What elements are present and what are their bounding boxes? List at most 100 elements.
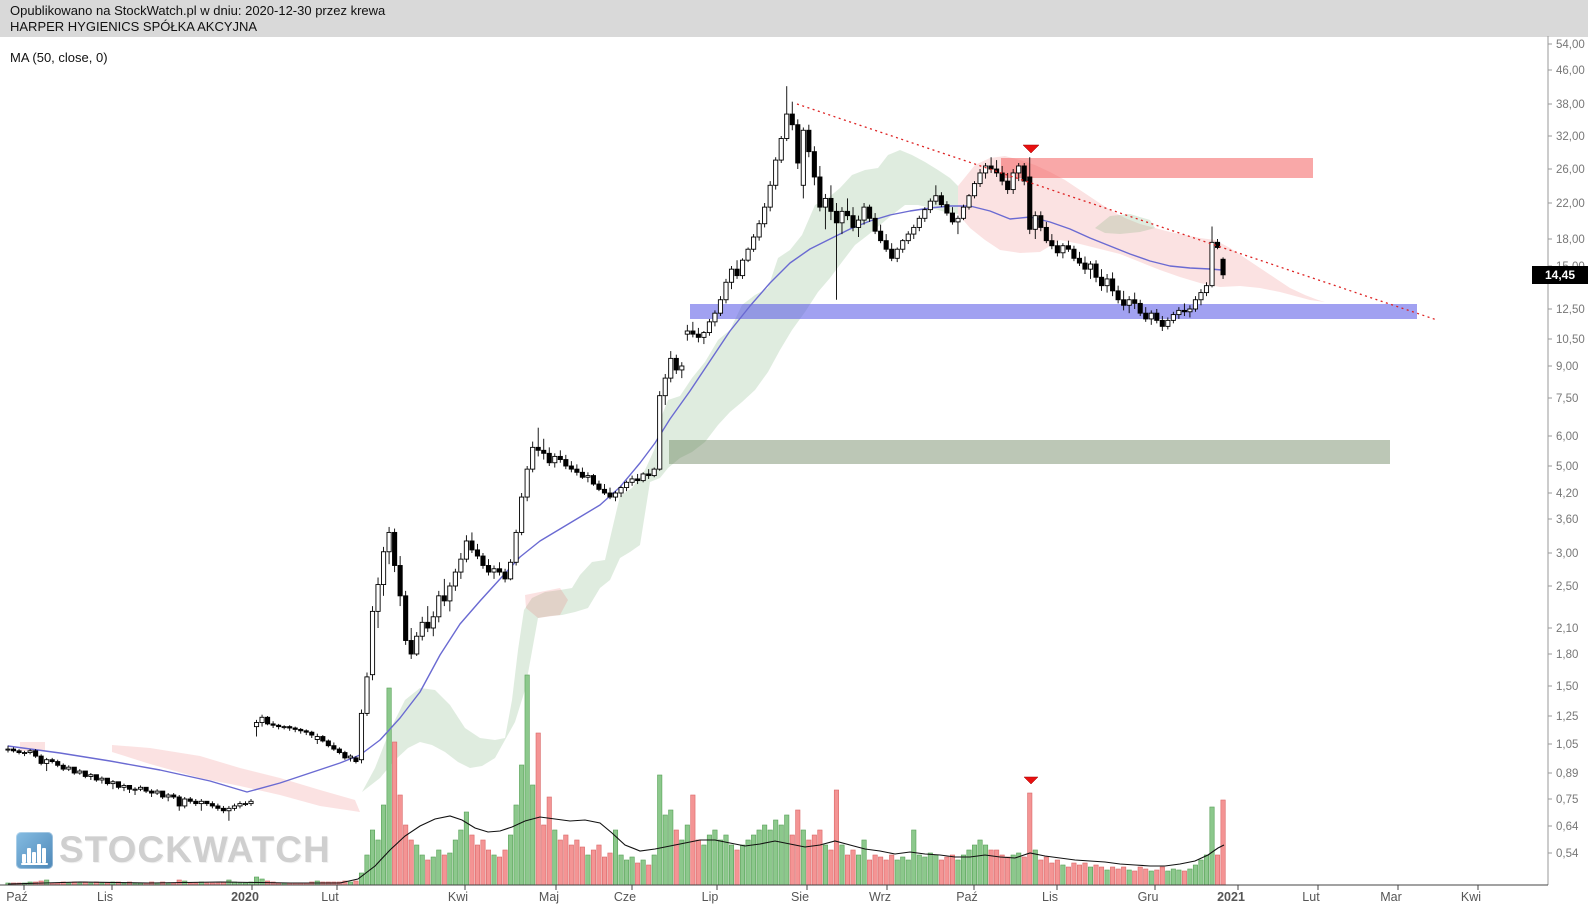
volume-bar: [1148, 870, 1154, 886]
volume-bar: [430, 856, 436, 886]
candle-body: [1148, 312, 1154, 320]
volume-bar: [1121, 866, 1127, 886]
candle-body: [226, 807, 232, 812]
candle-body: [1038, 215, 1044, 228]
candle-body: [22, 752, 28, 755]
candle-body: [601, 488, 608, 494]
volume-bar: [784, 814, 790, 886]
volume-bar: [844, 854, 850, 886]
volume-bar: [563, 834, 569, 886]
candle-body: [635, 478, 641, 482]
volume-bar: [833, 789, 839, 886]
candle-body: [397, 565, 403, 597]
sell-arrow-icon: [1023, 776, 1039, 785]
candle-body: [44, 759, 50, 764]
volume-bar: [1110, 866, 1116, 886]
candle-body: [1093, 263, 1099, 278]
candle-body: [16, 750, 22, 754]
volume-bar: [734, 849, 740, 886]
candle-body: [1071, 248, 1077, 259]
volume-bar: [1137, 866, 1143, 886]
candle-body: [314, 736, 320, 740]
candle-body: [922, 209, 928, 219]
volume-bar: [651, 854, 657, 886]
candle-body: [325, 740, 331, 747]
volume-bar: [524, 674, 530, 886]
candle-body: [966, 195, 972, 208]
price-tick-label: 22,00: [1556, 198, 1585, 210]
candle-body: [88, 774, 94, 777]
volume-bar: [502, 849, 508, 886]
candle-body: [552, 455, 558, 464]
candle-body: [121, 784, 127, 788]
volume-bar: [756, 829, 762, 886]
candle-body: [728, 268, 735, 283]
last-price-badge: 14,45: [1532, 265, 1588, 284]
candle-body: [248, 800, 254, 805]
volume-bar: [955, 859, 961, 886]
candle-body: [1087, 263, 1094, 270]
volume-bar: [1132, 870, 1138, 886]
volume-bar: [861, 839, 867, 886]
candle-body: [149, 790, 155, 794]
header: Opublikowano na StockWatch.pl w dniu: 20…: [0, 0, 1588, 37]
candle-body: [629, 478, 635, 483]
volume-bar: [706, 834, 712, 886]
price-tick-label: 26,00: [1556, 164, 1585, 176]
volume-bar: [856, 854, 862, 886]
candle-body: [867, 206, 873, 219]
candle-body: [762, 206, 768, 225]
price-tick-label: 3,60: [1556, 514, 1578, 526]
volume-bar: [1143, 868, 1149, 886]
candle-body: [353, 757, 359, 763]
volume-bar: [817, 829, 823, 886]
candle-body: [695, 333, 701, 338]
candle-body: [850, 215, 856, 228]
price-tick-label: 1,25: [1556, 711, 1578, 723]
candle-body: [800, 129, 806, 186]
volume-bar: [469, 834, 475, 886]
candle-body: [999, 172, 1005, 182]
candle-body: [1198, 292, 1204, 301]
indicator-label: MA (50, close, 0): [10, 50, 108, 65]
candle-body: [10, 748, 17, 752]
candle-body: [701, 332, 707, 338]
volume-bar: [546, 796, 552, 886]
volume-bar: [773, 819, 779, 886]
month-label: Lut: [1302, 890, 1320, 904]
volume-bar: [828, 849, 834, 886]
volume-bar: [497, 856, 503, 886]
price-tick-label: 1,50: [1556, 681, 1578, 693]
candle-body: [33, 750, 39, 757]
candle-body: [447, 585, 453, 602]
volume-bar: [822, 844, 828, 886]
candle-body: [496, 568, 503, 573]
candle-body: [574, 468, 580, 473]
candle-body: [99, 777, 105, 781]
volume-bar: [447, 852, 453, 886]
candle-body: [231, 805, 237, 809]
candle-body: [662, 377, 668, 397]
volume-bar: [729, 844, 735, 886]
volume-bar: [1049, 862, 1055, 886]
volume-bar: [574, 839, 580, 886]
candle-body: [309, 731, 315, 736]
month-label: Wrz: [869, 890, 891, 904]
candle-body: [894, 248, 900, 259]
candle-body: [723, 281, 729, 301]
volume-bar: [408, 839, 414, 886]
volume-bar: [1181, 870, 1187, 886]
month-label: Mar: [1380, 890, 1402, 904]
candle-body: [607, 492, 613, 498]
candle-body: [1126, 299, 1132, 306]
candle-body: [165, 794, 171, 798]
candle-body: [1054, 245, 1060, 254]
volume-bar: [695, 839, 701, 886]
price-tick-label: 32,00: [1556, 131, 1585, 143]
candle-body: [1005, 180, 1011, 191]
volume-bar: [1187, 868, 1193, 886]
candle-body: [292, 727, 298, 730]
price-tick-label: 7,50: [1556, 393, 1578, 405]
candle-body: [524, 468, 530, 498]
volume-bar: [662, 814, 668, 886]
